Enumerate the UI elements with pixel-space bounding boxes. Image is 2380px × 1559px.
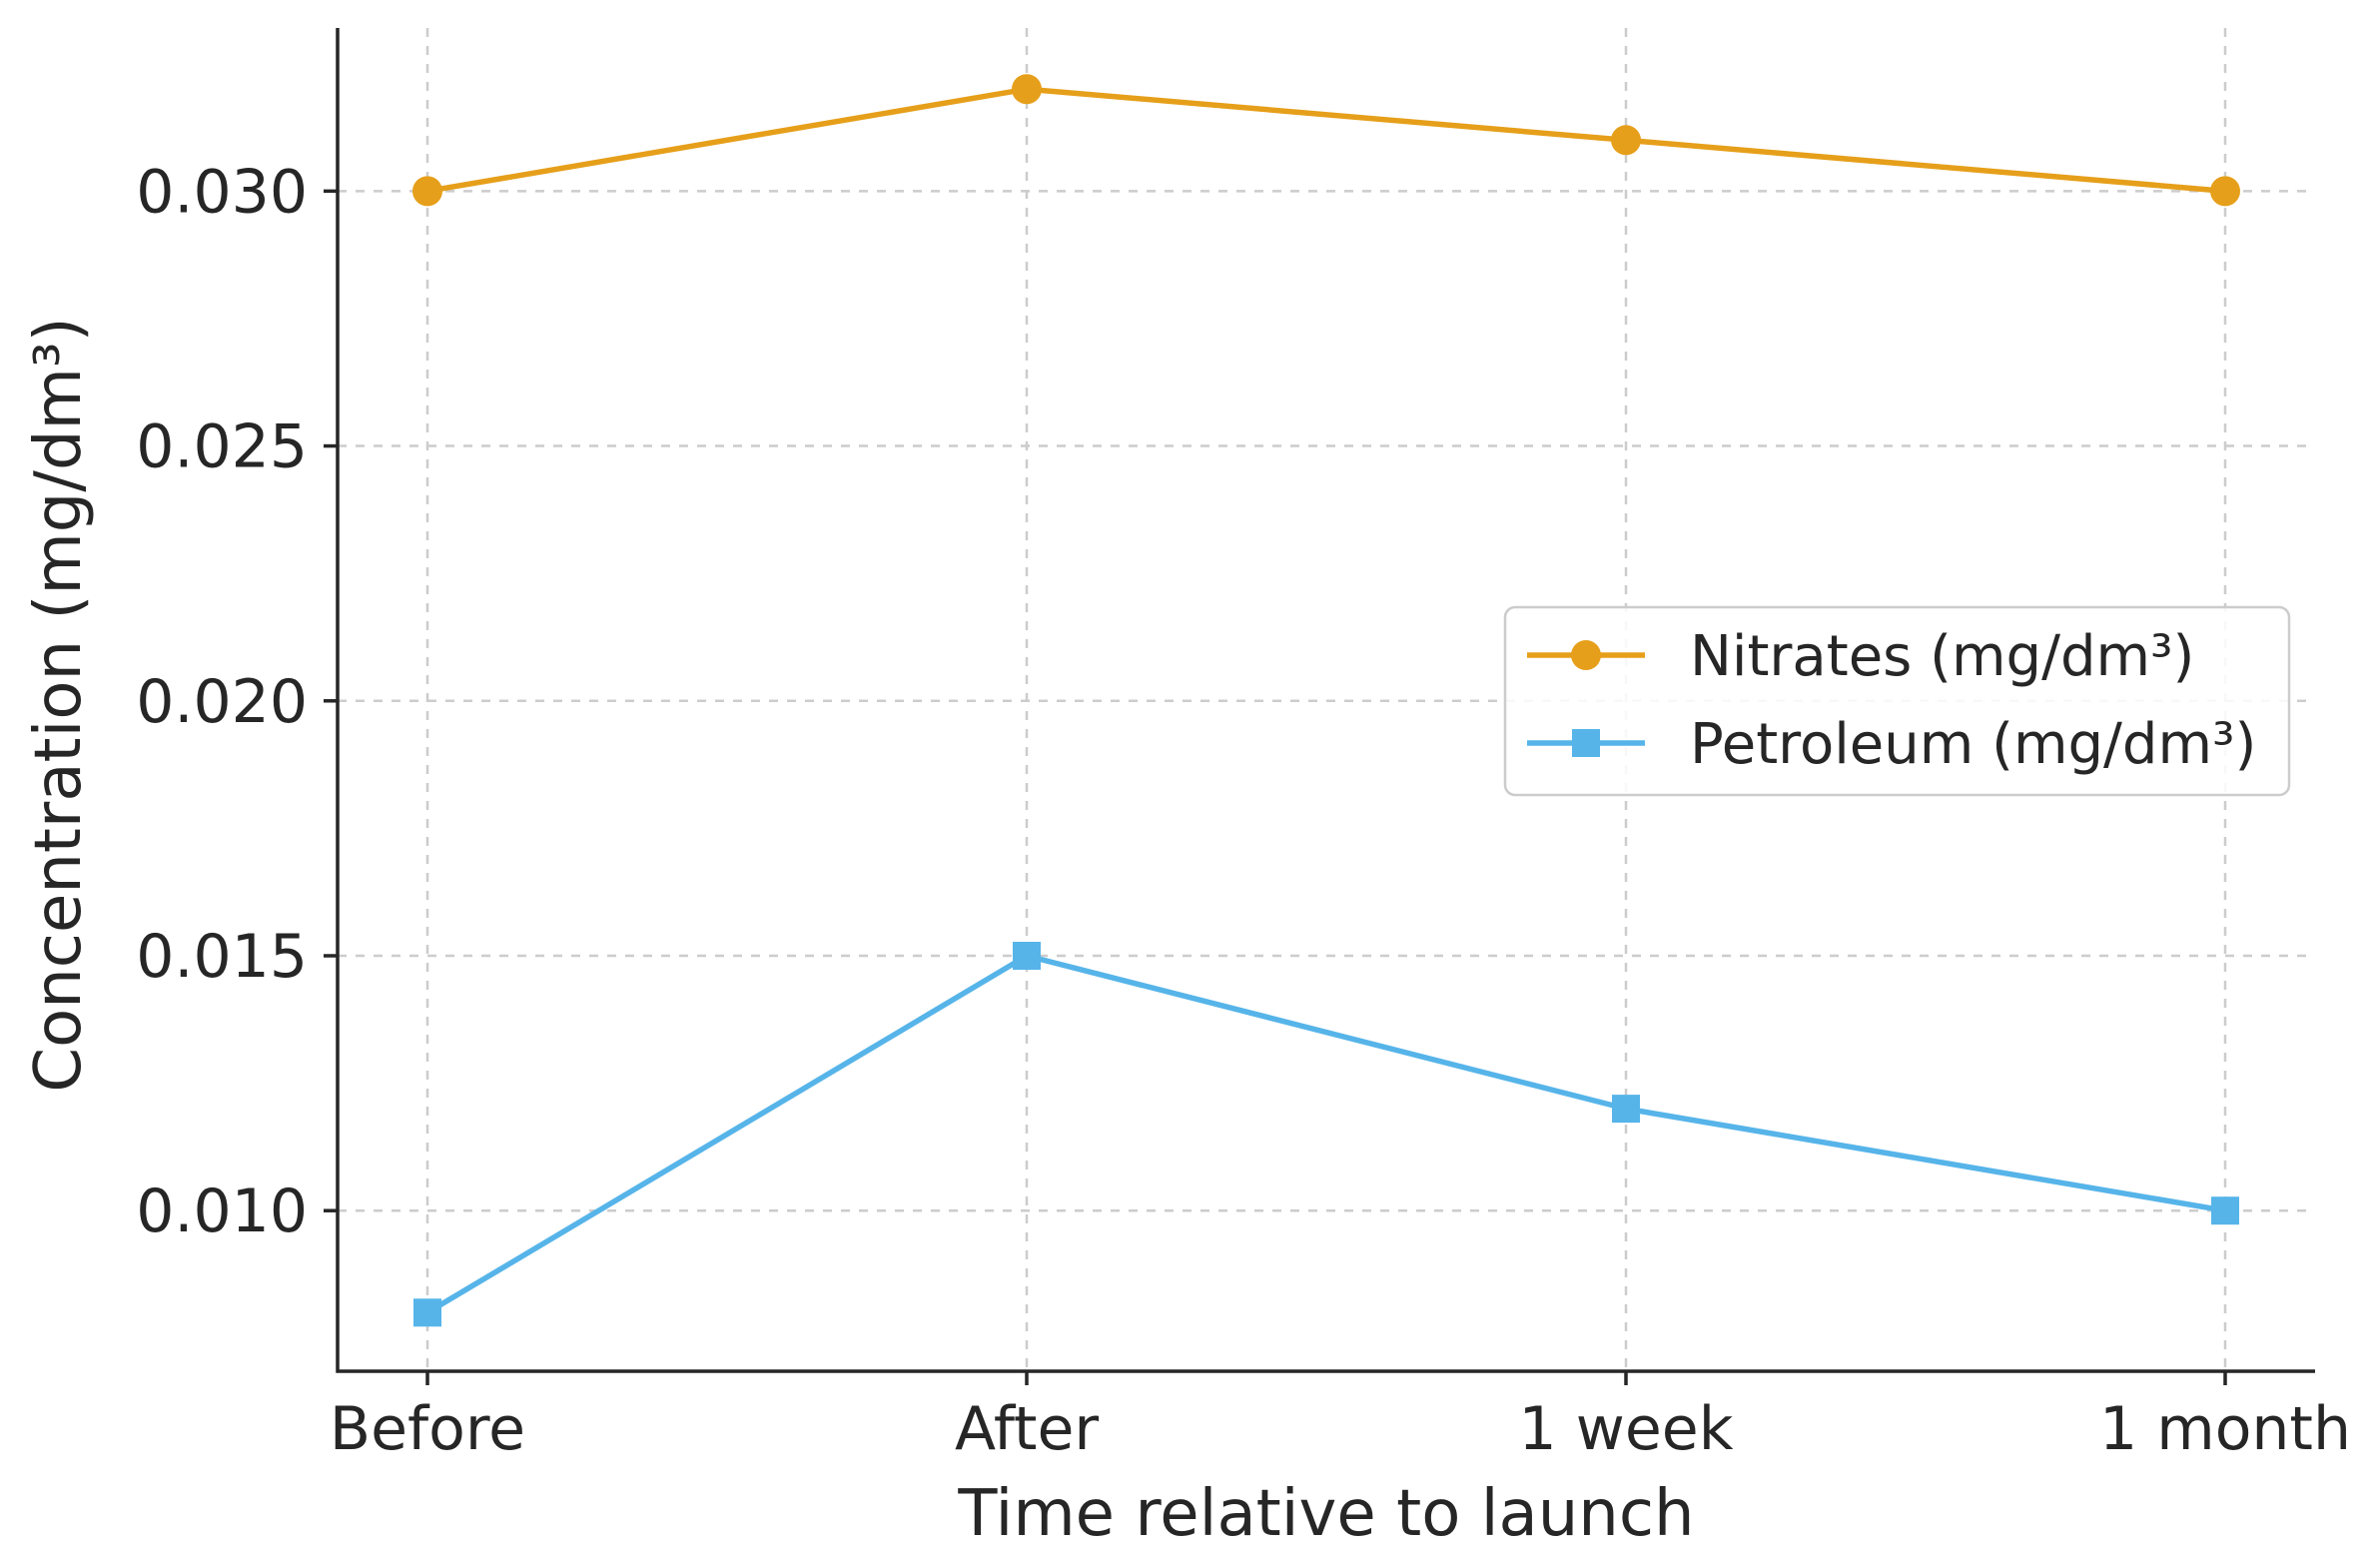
data-point — [2211, 1196, 2239, 1225]
ticks: Before After 1 week 1 month 0.010 0.015 0.020 0… — [136, 157, 2351, 1464]
series-line — [425, 953, 2226, 1315]
legend-label: Petroleum (mg/dm³) — [1690, 712, 2256, 777]
series-line — [426, 86, 2226, 195]
data-point — [1013, 941, 1041, 970]
y-tick-label: 0.015 — [136, 922, 308, 992]
x-axis-title: Time relative to launch — [957, 1477, 1694, 1551]
x-tick-label: 1 week — [1519, 1394, 1734, 1464]
data-point — [2210, 176, 2240, 207]
legend-label: Nitrates (mg/dm³) — [1690, 624, 2194, 689]
grid — [338, 28, 2315, 1371]
data-point — [413, 1298, 441, 1327]
x-tick-label: 1 month — [2099, 1394, 2351, 1464]
data-point — [412, 176, 442, 207]
data-point — [1012, 74, 1042, 105]
axis-frame — [336, 28, 2315, 1373]
x-tick-label: Before — [330, 1394, 525, 1464]
x-tick-label: After — [955, 1394, 1099, 1464]
data-point — [1612, 1095, 1640, 1124]
series-layer — [412, 74, 2240, 1327]
legend: Nitrates (mg/dm³) Petroleum (mg/dm³) — [1503, 605, 2291, 797]
axes — [336, 28, 2315, 1373]
y-tick-label: 0.025 — [136, 412, 308, 482]
y-axis-title: Concentration (mg/dm³) — [22, 317, 96, 1092]
legend-marker — [1572, 729, 1600, 757]
data-point — [1611, 125, 1641, 156]
legend-marker — [1571, 640, 1601, 670]
y-tick-label: 0.020 — [136, 667, 308, 737]
y-tick-label: 0.010 — [136, 1176, 308, 1246]
y-tick-label: 0.030 — [136, 157, 308, 227]
legend-box — [1503, 605, 2291, 797]
